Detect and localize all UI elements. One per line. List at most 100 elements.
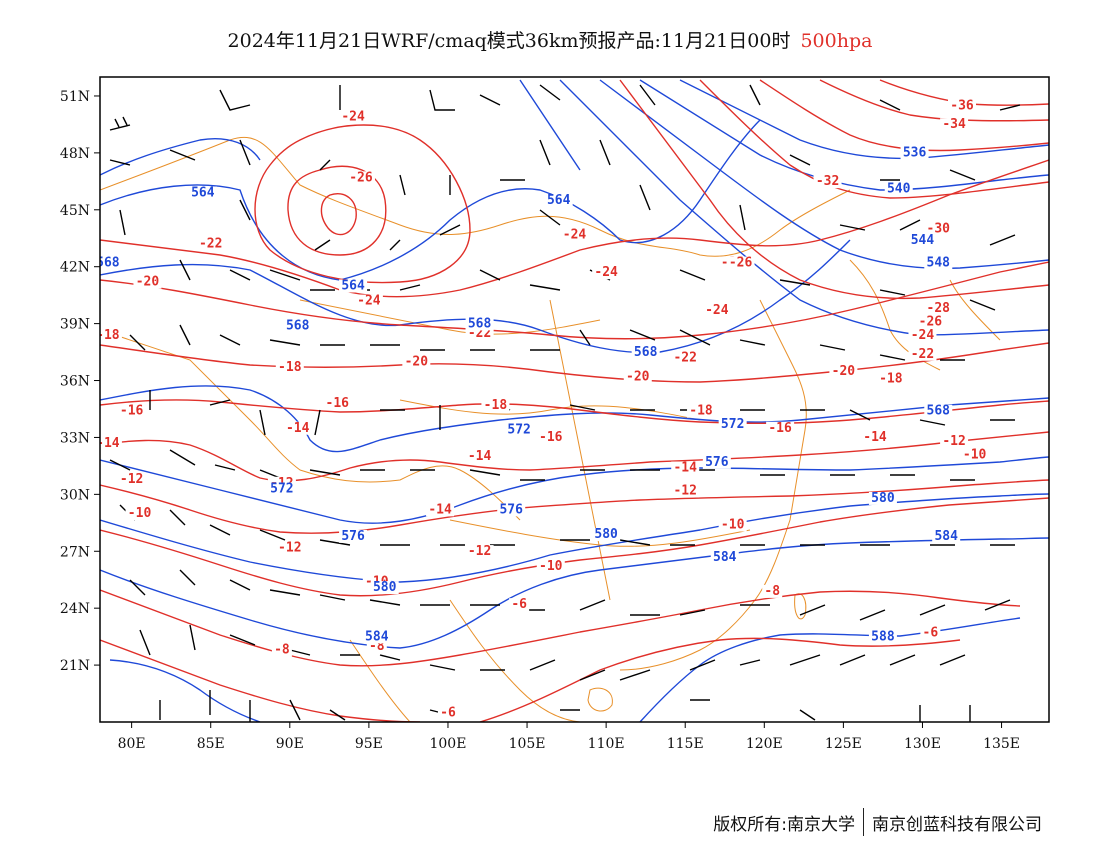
svg-text:548: 548 xyxy=(927,256,951,271)
svg-text:-20: -20 xyxy=(626,370,650,385)
svg-text:564: 564 xyxy=(341,278,365,293)
svg-text:568: 568 xyxy=(927,404,951,419)
svg-text:-16: -16 xyxy=(326,396,350,411)
title-level: 500hpa xyxy=(800,30,873,52)
height-contour-label: 584 xyxy=(932,529,961,544)
temperature-contour-label: -14 xyxy=(861,430,890,445)
temperature-contour-label: -16 xyxy=(766,421,795,436)
height-contour-label: 568 xyxy=(631,345,660,360)
temp-contour-10 xyxy=(100,497,1049,597)
height-contour-label: 568 xyxy=(924,404,953,419)
svg-text:540: 540 xyxy=(887,182,911,197)
y-tick-label: 24N xyxy=(60,601,90,617)
svg-text:584: 584 xyxy=(365,629,389,644)
temp-contour-30 xyxy=(759,79,1049,152)
temperature-contour-label: -16 xyxy=(323,396,352,411)
temperature-contour-label: -18 xyxy=(481,398,510,413)
china-border-west xyxy=(100,329,521,521)
wind-barbs-row-9 xyxy=(129,569,1011,621)
x-tick-label: 115E xyxy=(667,736,704,752)
svg-text:-16: -16 xyxy=(539,430,563,445)
y-tick-label: 51N xyxy=(60,89,90,105)
x-tick-label: 135E xyxy=(983,736,1020,752)
svg-text:-6: -6 xyxy=(511,597,527,612)
svg-text:580: 580 xyxy=(373,580,397,595)
temp-contour-22 xyxy=(100,159,1049,298)
temperature-contour-label: -6 xyxy=(437,705,458,720)
temperature-contour-label: -24 xyxy=(702,303,731,318)
map-content: -24-26-22-20-24-24-24-26-24-22-22-18-18-… xyxy=(96,79,1049,722)
svg-text:-32: -32 xyxy=(816,174,839,189)
height-contour-label: 576 xyxy=(702,455,731,470)
svg-text:-24: -24 xyxy=(705,303,729,318)
temperature-contour-label: -18 xyxy=(100,328,122,343)
svg-text:-26: -26 xyxy=(919,315,943,330)
svg-text:576: 576 xyxy=(499,502,523,517)
svg-text:-16: -16 xyxy=(120,404,144,419)
temperature-contour-label: -22 xyxy=(671,351,700,366)
height-contour-label: 588 xyxy=(868,629,897,644)
height-contour-572 xyxy=(100,385,1049,453)
temperature-contour-label: -10 xyxy=(536,559,565,574)
wind-barbs-row-11 xyxy=(159,690,971,722)
svg-text:-8: -8 xyxy=(764,584,780,599)
svg-text:584: 584 xyxy=(713,550,737,565)
height-contour-544 xyxy=(559,79,1049,336)
svg-text:-14: -14 xyxy=(863,430,887,445)
temperature-contour-label: -12 xyxy=(465,544,494,559)
temp-contour-cold-core-24 xyxy=(254,124,471,284)
svg-text:-12: -12 xyxy=(278,540,301,555)
wind-barbs-row-2 xyxy=(109,139,976,196)
temperature-contour-label: -26 xyxy=(726,256,755,271)
wind-barbs-row-7 xyxy=(109,449,975,481)
y-tick-label: 21N xyxy=(60,658,90,674)
svg-text:-22: -22 xyxy=(673,351,696,366)
svg-text:-6: -6 xyxy=(440,705,456,720)
temp-contour-8 xyxy=(100,589,1021,667)
svg-text:-24: -24 xyxy=(594,265,618,280)
y-tick-label: 36N xyxy=(60,374,90,390)
svg-text:-12: -12 xyxy=(120,472,143,487)
temp-contour-12 xyxy=(100,479,1049,534)
height-contour-label: 580 xyxy=(868,491,897,506)
svg-text:-10: -10 xyxy=(128,506,152,521)
y-tick-label: 30N xyxy=(60,487,90,503)
svg-text:-14: -14 xyxy=(428,502,452,517)
height-contour-580 xyxy=(100,493,1049,583)
svg-text:-20: -20 xyxy=(405,354,429,369)
y-tick-label: 48N xyxy=(60,146,90,162)
y-tick-label: 45N xyxy=(60,203,90,219)
svg-text:-18: -18 xyxy=(484,398,508,413)
x-tick-label: 125E xyxy=(825,736,862,752)
svg-text:-20: -20 xyxy=(832,364,856,379)
svg-text:-24: -24 xyxy=(357,294,381,309)
footer-company: 南京创蓝科技有限公司 xyxy=(872,814,1042,835)
temperature-contour-label: -36 xyxy=(948,98,977,113)
height-contour-label: 576 xyxy=(339,529,368,544)
height-contour-label: 572 xyxy=(505,423,534,438)
height-contour-564 xyxy=(100,119,761,281)
temperature-contour-label: -10 xyxy=(960,447,989,462)
svg-text:-14: -14 xyxy=(96,436,120,451)
svg-text:584: 584 xyxy=(934,529,958,544)
temp-contour-28 xyxy=(699,79,1049,199)
temperature-contour-label: -24 xyxy=(354,294,383,309)
svg-text:-12: -12 xyxy=(942,434,965,449)
indochina xyxy=(349,599,581,722)
svg-text:-8: -8 xyxy=(274,643,290,658)
svg-text:580: 580 xyxy=(594,527,618,542)
svg-text:-30: -30 xyxy=(927,222,951,237)
svg-text:-14: -14 xyxy=(468,449,492,464)
temperature-contour-layer xyxy=(100,79,1049,722)
temperature-contour-label: -20 xyxy=(623,370,652,385)
x-axis: 80E 85E 90E 95E 100E 105E 110E 115E 120E 125E 130E… xyxy=(118,722,1020,752)
temperature-contour-label: -14 xyxy=(671,461,700,476)
x-tick-label: 85E xyxy=(197,736,225,752)
height-label-layer: 564 564 568 564 568 568 568 572 572 572 576 576 576 5… xyxy=(100,146,961,644)
temperature-contour-label: -24 xyxy=(339,110,368,125)
svg-text:568: 568 xyxy=(286,318,310,333)
svg-text:-18: -18 xyxy=(278,360,302,375)
svg-text:-26: -26 xyxy=(729,256,753,271)
svg-text:576: 576 xyxy=(705,455,729,470)
temperature-contour-label: -14 xyxy=(426,502,455,517)
